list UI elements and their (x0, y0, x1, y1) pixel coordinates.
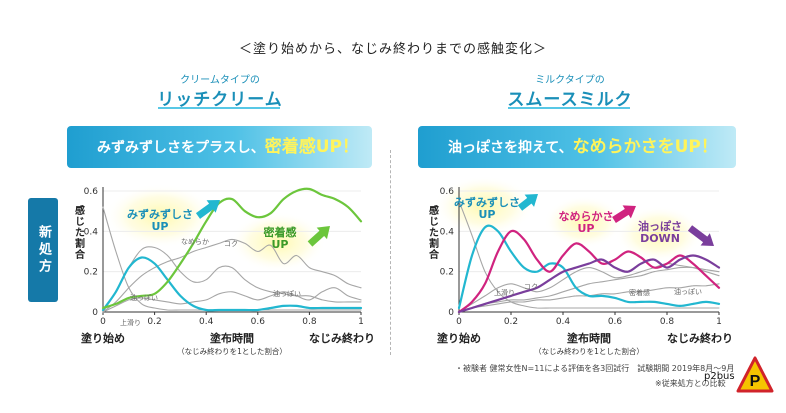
x-tick-label: 0 (100, 317, 106, 327)
left-product-underline (158, 107, 280, 109)
right-product-subtitle: ミルクタイプの (535, 75, 605, 86)
x-tick-label: 0.2 (504, 317, 518, 327)
x-tick-label: 0.2 (147, 317, 161, 327)
x-axis-note: （なじみ終わりを1とした割合） (177, 346, 287, 356)
x-tick-label: 0.6 (608, 317, 623, 327)
line-label: コク (224, 240, 238, 248)
y-tick-label: 0 (92, 308, 98, 318)
annotation-text: 油っぽさ DOWN (638, 219, 682, 245)
series-line-0 (101, 256, 363, 312)
right-banner: 油っぽさを抑えて、なめらかさをUP！ (418, 126, 736, 168)
annotation-arrow (307, 226, 330, 247)
x-start-label: 塗り始め (437, 331, 481, 345)
line-label: 油っぽい (273, 289, 301, 298)
page-heading: ＜塗り始めから、なじみ終わりまでの感触変化＞ (238, 42, 547, 57)
annotation-arrow (687, 225, 714, 246)
line-label: 上滑り (494, 288, 515, 297)
footnote: ・被験者 健常女性N=11による評価を各3回試行 試験期間 2019年8月〜9月 (455, 364, 735, 373)
series-line-5 (458, 266, 720, 313)
x-axis-label: 塗布時間 (210, 331, 254, 345)
x-end-label: なじみ終わり (667, 331, 733, 345)
x-end-label: なじみ終わり (309, 331, 375, 345)
line-label: なめらか (181, 238, 209, 246)
annotation-text: なめらかさ UP (559, 210, 614, 235)
right-product-name: スムースミルク (507, 90, 633, 110)
line-label: 油っぽい (130, 293, 158, 302)
left-product-subtitle: クリームタイプの (180, 75, 260, 86)
series-line-1 (457, 229, 721, 314)
annotation-arrow (612, 205, 636, 223)
left-banner: みずみずしさをプラスし、密着感UP！ (67, 126, 372, 168)
series-line-0 (457, 224, 721, 310)
x-start-label: 塗り始め (81, 331, 125, 345)
y-axis-label: 感じた割合 (427, 204, 440, 260)
right-product-underline (508, 107, 630, 109)
y-tick-label: 0.6 (440, 187, 455, 197)
y-tick-label: 0 (448, 308, 454, 318)
footnote-comparison: ※従来処方との比較 (655, 379, 726, 388)
annotation-text: 密着感 UP (264, 225, 297, 251)
watermark-text: p2bus (704, 371, 735, 382)
series-line-2 (102, 246, 362, 313)
left-banner-emphasis: 密着感UP！ (264, 137, 359, 157)
x-tick-label: 0.4 (199, 317, 214, 327)
left-banner-text: みずみずしさをプラスし、 (97, 140, 265, 156)
panel-divider (390, 150, 391, 355)
x-tick-label: 0.8 (302, 317, 317, 327)
right-banner-emphasis: なめらかさをUP！ (572, 137, 718, 157)
y-tick-label: 0.6 (84, 187, 99, 197)
annotation-glow (544, 196, 624, 248)
y-tick-label: 0.4 (440, 227, 455, 237)
series-line-3 (458, 200, 720, 309)
x-axis-label: 塗布時間 (567, 331, 611, 345)
x-tick-label: 0 (456, 317, 462, 327)
annotation-arrow (195, 200, 220, 219)
series-line-1 (101, 187, 363, 310)
line-label: コク (524, 283, 538, 291)
line-label: 上滑り (120, 318, 141, 327)
new-formula-badge: 新処方 (28, 198, 58, 302)
series-line-3 (102, 238, 362, 313)
x-tick-label: 1 (716, 317, 722, 327)
x-tick-label: 0.6 (251, 317, 266, 327)
x-tick-label: 0.4 (556, 317, 571, 327)
y-axis-label: 感じた割合 (73, 204, 86, 260)
series-line-4 (458, 263, 720, 313)
line-label: 油っぽい (674, 287, 702, 296)
x-axis-note: （なじみ終わりを1とした割合） (534, 346, 644, 356)
annotation-text: みずみずしさ UP (454, 195, 520, 221)
series-line-2 (457, 254, 721, 314)
x-tick-label: 1 (358, 317, 364, 327)
x-tick-label: 0.8 (660, 317, 675, 327)
annotation-text: みずみずしさ UP (127, 207, 193, 233)
annotation-glow (615, 206, 703, 262)
annotation-arrow (517, 194, 538, 211)
y-tick-label: 0.4 (84, 227, 99, 237)
logo-letter: P (750, 373, 761, 390)
line-label: 密着感 (629, 288, 650, 297)
left-product-name: リッチクリーム (157, 90, 283, 110)
series-line-4 (102, 287, 362, 313)
p2bus-logo: P (736, 356, 774, 393)
annotation-glow (105, 184, 215, 248)
y-tick-label: 0.2 (84, 268, 98, 278)
annotation-glow (230, 212, 326, 272)
right-banner-text: 油っぽさを抑えて、 (448, 140, 573, 156)
y-tick-label: 0.2 (440, 268, 454, 278)
